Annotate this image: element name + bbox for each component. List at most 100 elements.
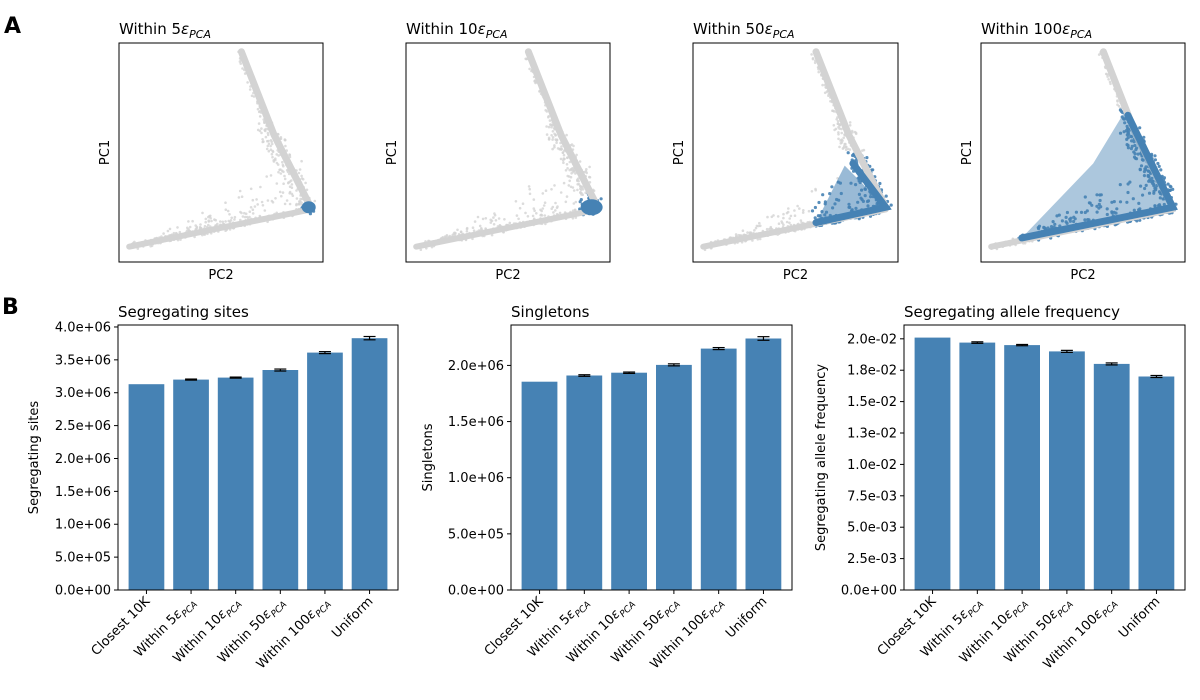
- background-point: [240, 195, 244, 198]
- background-point: [801, 211, 805, 214]
- background-point: [267, 142, 271, 146]
- highlight-point: [865, 156, 869, 160]
- y-tick-label: 4.0e+06: [55, 320, 111, 335]
- highlight-point: [1115, 207, 1119, 211]
- highlight-point: [1126, 130, 1130, 134]
- background-point: [553, 184, 556, 187]
- highlight-point: [1072, 215, 1076, 219]
- background-point: [219, 220, 222, 223]
- background-point: [768, 227, 771, 231]
- background-point: [282, 182, 285, 185]
- background-point: [264, 135, 268, 139]
- highlight-point: [889, 203, 893, 207]
- background-point: [191, 219, 194, 223]
- background-point: [441, 236, 445, 239]
- bar: [173, 379, 209, 590]
- highlight-point: [1130, 139, 1134, 143]
- background-point: [548, 119, 552, 122]
- background-point: [550, 125, 553, 129]
- background-point: [238, 189, 242, 193]
- highlight-point: [810, 209, 815, 213]
- highlight-point: [1122, 117, 1126, 121]
- background-point: [555, 141, 558, 145]
- highlight-point: [1112, 200, 1116, 204]
- axes-frame: [117, 324, 399, 591]
- y-tick-label: 1.5e-02: [847, 395, 897, 410]
- background-point: [266, 199, 270, 202]
- background-point: [777, 222, 781, 225]
- background-point: [290, 179, 293, 182]
- background-point: [263, 209, 267, 212]
- highlight-edge: [1018, 111, 1178, 242]
- background-point: [565, 195, 569, 198]
- highlight-point: [1150, 176, 1154, 180]
- error-bar: [274, 368, 287, 372]
- bar: [745, 338, 782, 590]
- background-point: [187, 227, 190, 231]
- background-point: [735, 234, 738, 238]
- y-tick-label: 2.0e+06: [448, 359, 504, 374]
- background-point: [243, 215, 247, 219]
- highlight-region: [1021, 113, 1173, 238]
- background-point: [796, 204, 799, 208]
- highlight-point: [878, 181, 882, 186]
- background-point: [526, 215, 530, 218]
- background-point: [564, 200, 568, 204]
- scatter-points: [126, 48, 317, 250]
- background-point: [176, 226, 179, 229]
- highlight-point: [1169, 185, 1173, 189]
- background-point: [841, 147, 845, 150]
- dense-bottom-edge: [413, 206, 601, 250]
- scatter-ylabel: PC1: [960, 140, 975, 165]
- chart-title: Segregating allele frequency: [904, 303, 1120, 321]
- bar: [217, 377, 254, 590]
- scatter-points: [413, 48, 603, 251]
- background-point: [281, 191, 285, 194]
- axes-frame: [510, 324, 793, 591]
- error-bar: [971, 341, 984, 344]
- background-point: [230, 216, 233, 220]
- bar: [914, 337, 951, 590]
- background-point: [260, 131, 263, 135]
- y-tick-label: 1.0e+06: [448, 471, 504, 486]
- background-point: [240, 211, 243, 215]
- background-point: [269, 148, 273, 151]
- highlight-point: [1132, 155, 1137, 159]
- background-point: [562, 153, 566, 157]
- background-point: [580, 193, 583, 196]
- dense-ridge: [812, 48, 890, 211]
- background-point: [492, 216, 495, 219]
- background-point: [256, 203, 260, 206]
- dense-ridge: [237, 48, 315, 211]
- highlight-point: [846, 151, 850, 155]
- highlight-point: [1119, 109, 1123, 113]
- background-point: [283, 202, 287, 206]
- dense-ridge: [524, 48, 602, 211]
- background-point: [535, 212, 538, 215]
- background-point: [551, 147, 554, 151]
- background-point: [788, 221, 791, 225]
- background-point: [295, 202, 298, 206]
- background-point: [295, 189, 298, 192]
- background-point: [249, 206, 253, 209]
- error-bar: [185, 378, 198, 381]
- background-point: [758, 221, 761, 225]
- scatter-axes-frame: [980, 42, 1186, 263]
- background-point: [521, 202, 525, 205]
- background-point: [288, 190, 292, 194]
- background-point: [295, 197, 299, 200]
- highlight-point: [599, 197, 603, 201]
- highlight-point: [1128, 180, 1132, 184]
- bar: [307, 352, 343, 590]
- background-point: [551, 130, 555, 133]
- highlight-point: [1053, 222, 1057, 226]
- background-point: [543, 201, 547, 204]
- x-tick-label: Within 100εPCA: [648, 594, 728, 674]
- background-point: [199, 223, 202, 226]
- background-point: [258, 110, 262, 113]
- background-point: [862, 148, 866, 152]
- background-point: [514, 200, 518, 203]
- highlight-point: [1125, 200, 1129, 204]
- background-point: [233, 218, 236, 221]
- highlight-point: [871, 168, 875, 172]
